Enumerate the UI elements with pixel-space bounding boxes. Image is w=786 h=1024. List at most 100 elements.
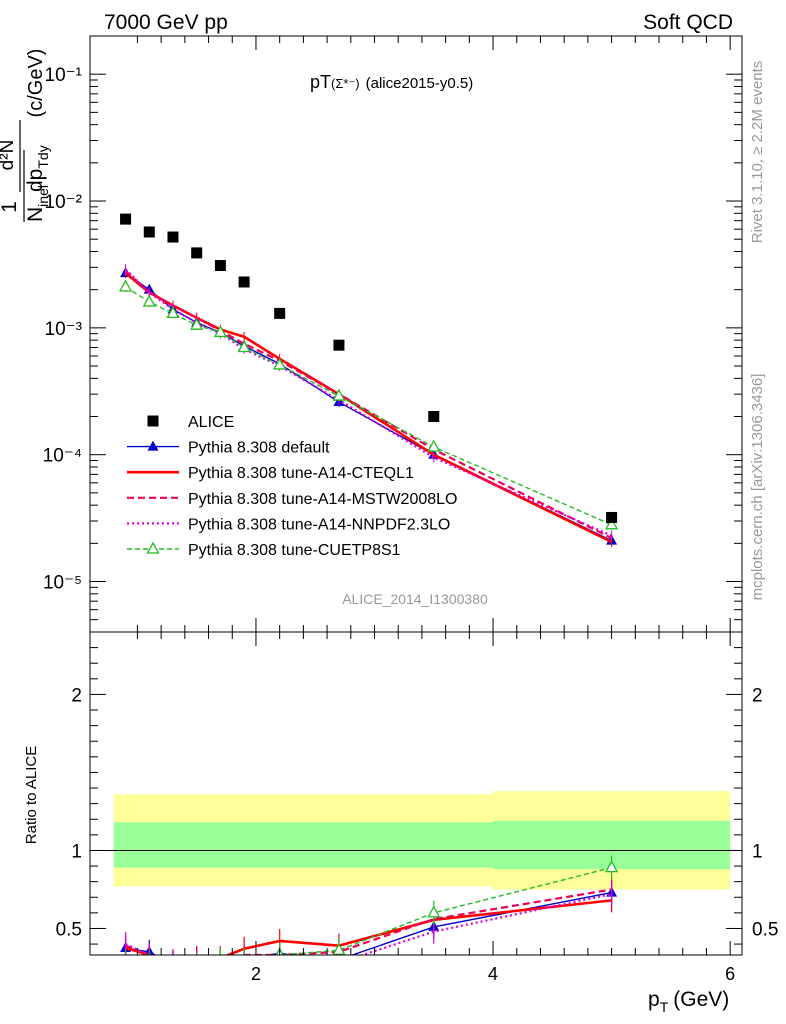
data-point-9: [606, 511, 618, 523]
main-point-cuetp8s1-5: [237, 340, 251, 353]
y-label-dp-sub: Tdy: [35, 145, 51, 168]
data-point-5: [238, 276, 250, 288]
plot-title: pT(Σ*⁻) (alice2015-y0.5): [310, 72, 473, 92]
main-point-cuetp8s1-0: [118, 279, 133, 292]
ratio-point-cuetp8s1-9: [605, 860, 619, 873]
data-point-0: [120, 213, 132, 225]
data-point-2: [167, 231, 179, 243]
legend-entry-data: ALICE: [147, 414, 234, 431]
ratio-point-cuetp8s1-3: [191, 958, 202, 968]
main-line-cuetp8s1: [125, 286, 612, 526]
y-label-one: 1: [0, 201, 21, 213]
main-point-cuetp8s1-2: [166, 306, 180, 319]
y-label-units: (c/GeV): [25, 49, 47, 118]
main-plot-series: [118, 213, 619, 547]
y-label-n: Ninel: [24, 185, 51, 222]
y-label-dp: dpTdy: [24, 145, 51, 192]
main-series-cuetp8s1: [118, 279, 619, 530]
legend-marker-data: [147, 415, 159, 427]
ratio-line-default: [125, 891, 612, 955]
axes: 2 4 6 10⁻⁵ 10⁻⁴ 10⁻³ 10⁻² 10⁻¹ 0.5 0.5 1 1 2 2: [43, 35, 778, 984]
x-label-sub: T: [660, 999, 669, 1015]
ratio-point-default-3: [191, 957, 202, 967]
ratio-frame: [89, 631, 743, 956]
legend-marker-cuetp8s1: [146, 541, 160, 554]
legend-label-default: Pythia 8.308 default: [188, 440, 330, 457]
main-series-data: [120, 213, 618, 523]
ratio-y-label-right-1: 1: [752, 841, 763, 862]
main-point-cuetp8s1-3: [190, 317, 204, 330]
ratio-y-label-right-2: 2: [752, 685, 763, 706]
band-inner-0: [113, 822, 494, 868]
main-point-cuetp8s1-1: [142, 294, 156, 307]
data-point-6: [274, 307, 286, 319]
y-tick-label--3: 10⁻³: [45, 319, 83, 340]
data-point-7: [333, 339, 345, 351]
rivet-label: Rivet 3.1.10, ≥ 2.2M events: [749, 61, 766, 244]
data-point-1: [143, 226, 155, 238]
ratio-line-cteql1: [125, 899, 612, 955]
legend-marker-default: [147, 440, 159, 451]
x-tick-label-6: 6: [725, 964, 735, 984]
data-point-3: [191, 247, 203, 259]
ratio-y-label-left-0.5: 0.5: [56, 919, 82, 940]
ratio-point-cuetp8s1-8: [427, 905, 441, 918]
y-label-d2n: d²N: [0, 140, 18, 171]
legend-entry-mstw: Pythia 8.308 tune-A14-MSTW2008LO: [127, 491, 457, 508]
y-tick-label--2: 10⁻²: [45, 192, 83, 213]
mcplots-label: mcplots.cern.ch [arXiv:1306.3436]: [749, 374, 766, 601]
ratio-line-cuetp8s1: [274, 866, 612, 955]
x-label-units: (GeV): [673, 988, 729, 1011]
legend-entry-cteql1: Pythia 8.308 tune-A14-CTEQL1: [127, 465, 414, 482]
ratio-y-label-left-2: 2: [71, 685, 82, 706]
plot-title-main: pT: [310, 72, 331, 92]
x-axis-label: pT (GeV): [648, 988, 729, 1015]
ratio-line-mstw: [125, 888, 612, 955]
ratio-y-label: Ratio to ALICE: [23, 746, 40, 844]
main-point-cuetp8s1-4: [213, 325, 227, 338]
ratio-series-default: [120, 880, 618, 968]
header-right: Soft QCD: [643, 11, 733, 34]
main-point-cuetp8s1-9: [605, 517, 619, 530]
plot-title-particle: (Σ*⁻): [331, 76, 360, 91]
x-tick-label-4: 4: [488, 964, 498, 984]
legend-label-cteql1: Pythia 8.308 tune-A14-CTEQL1: [188, 465, 414, 482]
ratio-point-cuetp8s1-0: [124, 953, 127, 955]
legend-label-nnpdf: Pythia 8.308 tune-A14-NNPDF2.3LO: [188, 516, 450, 533]
data-point-4: [214, 260, 226, 272]
legend-entry-nnpdf: Pythia 8.308 tune-A14-NNPDF2.3LO: [127, 516, 450, 533]
ratio-uncertainty-band: [90, 791, 742, 890]
y-tick-label--5: 10⁻⁵: [43, 573, 82, 594]
y-label-dp-main: dp: [24, 169, 47, 192]
main-point-cuetp8s1-8: [427, 439, 441, 452]
analysis-watermark: ALICE_2014_I1300380: [342, 591, 488, 607]
ratio-point-cuetp8s1-7: [332, 942, 346, 955]
ratio-y-label-right-0.5: 0.5: [752, 919, 778, 940]
legend-entry-default: Pythia 8.308 default: [127, 440, 330, 457]
legend: ALICE Pythia 8.308 default Pythia 8.308 tu…: [127, 414, 457, 559]
ratio-y-label-left-1: 1: [71, 841, 82, 862]
x-tick-label-2: 2: [251, 964, 261, 984]
y-tick-label--4: 10⁻⁴: [43, 446, 82, 467]
legend-label-mstw: Pythia 8.308 tune-A14-MSTW2008LO: [188, 491, 457, 508]
ratio-point-cuetp8s1-1: [144, 957, 155, 967]
y-label-n-sub: inel: [35, 185, 51, 207]
ratio-series-mstw: [124, 877, 613, 955]
legend-entry-cuetp8s1: Pythia 8.308 tune-CUETP8S1: [127, 541, 401, 559]
main-line-mstw: [124, 270, 613, 540]
legend-label-data: ALICE: [188, 414, 234, 431]
legend-label-cuetp8s1: Pythia 8.308 tune-CUETP8S1: [188, 542, 401, 559]
x-label-p: p: [648, 988, 660, 1011]
ratio-point-cuetp8s1-2: [167, 961, 178, 971]
header-left: 7000 GeV pp: [104, 11, 228, 34]
y-tick-label--1: 10⁻¹: [45, 65, 83, 86]
y-label-n-main: N: [24, 207, 47, 222]
ratio-line-nnpdf: [125, 893, 612, 955]
main-point-cuetp8s1-7: [332, 388, 346, 401]
plot-title-tag: (alice2015-y0.5): [366, 75, 474, 92]
main-point-cuetp8s1-6: [273, 357, 287, 370]
y-axis-label: 1 Ninel d²N dpTdy (c/GeV): [0, 49, 51, 222]
ratio-series-nnpdf: [124, 882, 613, 955]
ratio-point-default-2: [167, 958, 178, 968]
